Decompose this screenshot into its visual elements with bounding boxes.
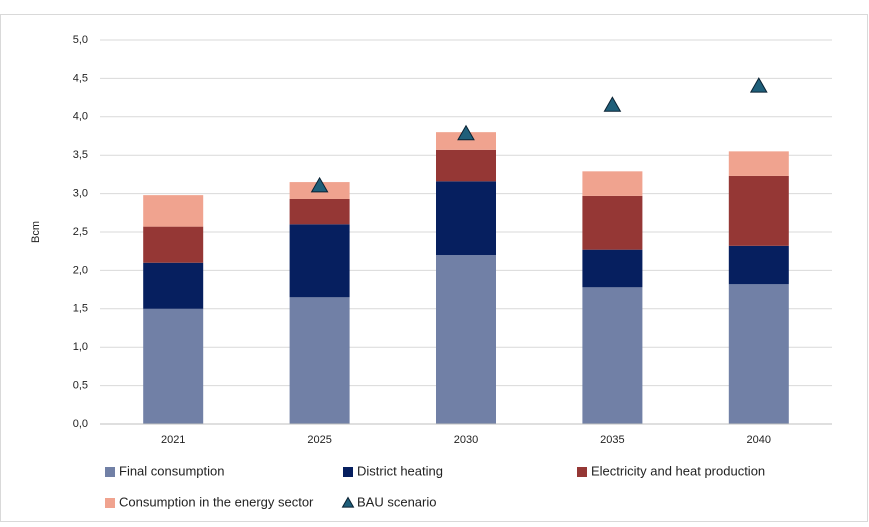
bar-segment: [143, 226, 204, 263]
legend-label: BAU scenario: [357, 494, 436, 509]
legend-swatch: [343, 467, 353, 477]
legend-label: Electricity and heat production: [591, 463, 765, 478]
x-tick-label: 2030: [454, 434, 478, 446]
bar-segment: [143, 308, 204, 424]
legend-label: District heating: [357, 463, 443, 478]
y-tick-label: 4,0: [73, 111, 88, 123]
bar-segment: [436, 132, 496, 150]
legend-label: Final consumption: [119, 463, 225, 478]
bar-segment: [582, 249, 643, 288]
bar-segment: [728, 175, 789, 246]
legend-swatch: [577, 467, 587, 477]
bar-segment: [728, 151, 789, 176]
bar-segment: [436, 181, 496, 256]
x-tick-label: 2025: [307, 434, 331, 446]
x-tick-label: 2035: [600, 434, 624, 446]
bau-marker: [310, 176, 329, 193]
y-tick-label: 2,5: [73, 226, 88, 238]
bar-segment: [582, 195, 643, 250]
bar-segment: [436, 149, 496, 182]
bar-segment: [143, 195, 204, 227]
bau-marker: [457, 124, 475, 141]
y-tick-label: 0,0: [73, 418, 88, 430]
y-tick-label: 5,0: [73, 34, 88, 46]
x-tick-label: 2021: [161, 434, 185, 446]
bar-segment: [143, 262, 204, 309]
y-tick-label: 0,5: [73, 380, 88, 392]
bar-segment: [289, 297, 350, 424]
bau-marker: [603, 96, 622, 112]
bar-segment: [289, 198, 350, 225]
legend-swatch: [105, 498, 115, 508]
y-tick-label: 4,5: [73, 72, 88, 84]
bau-marker: [749, 77, 768, 93]
y-tick-label: 1,5: [73, 303, 88, 315]
legend-marker: [341, 496, 355, 508]
bar-segment: [582, 287, 643, 424]
x-tick-label: 2040: [747, 434, 771, 446]
legend-label: Consumption in the energy sector: [119, 494, 314, 509]
bar-segment: [289, 224, 350, 298]
bar-segment: [436, 255, 496, 424]
bar-segment: [728, 245, 789, 285]
bar-segment: [728, 284, 789, 424]
y-tick-label: 1,0: [73, 341, 88, 353]
y-axis-label: Bcm: [30, 221, 42, 243]
legend-swatch: [105, 467, 115, 477]
y-tick-label: 2,0: [73, 264, 88, 276]
y-tick-label: 3,5: [73, 149, 88, 161]
bar-segment: [582, 171, 643, 196]
y-tick-label: 3,0: [73, 188, 88, 200]
